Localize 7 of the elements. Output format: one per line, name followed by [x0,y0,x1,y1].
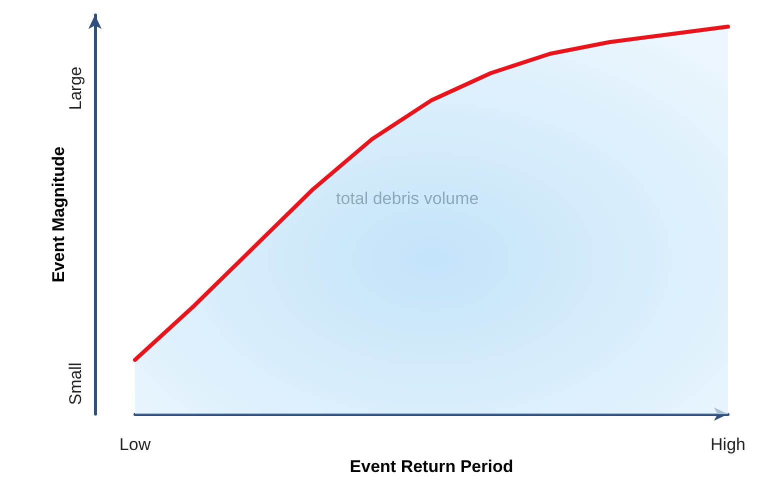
x-tick-label: High [710,435,746,454]
text: Small [66,362,85,405]
annotation: total debris volume [336,189,479,208]
x-tick-label: Low [119,435,152,454]
y-axis-title: Event Magnitude [49,146,68,283]
text: Large [66,66,85,110]
x-axis-title: Event Return Period [350,457,514,476]
